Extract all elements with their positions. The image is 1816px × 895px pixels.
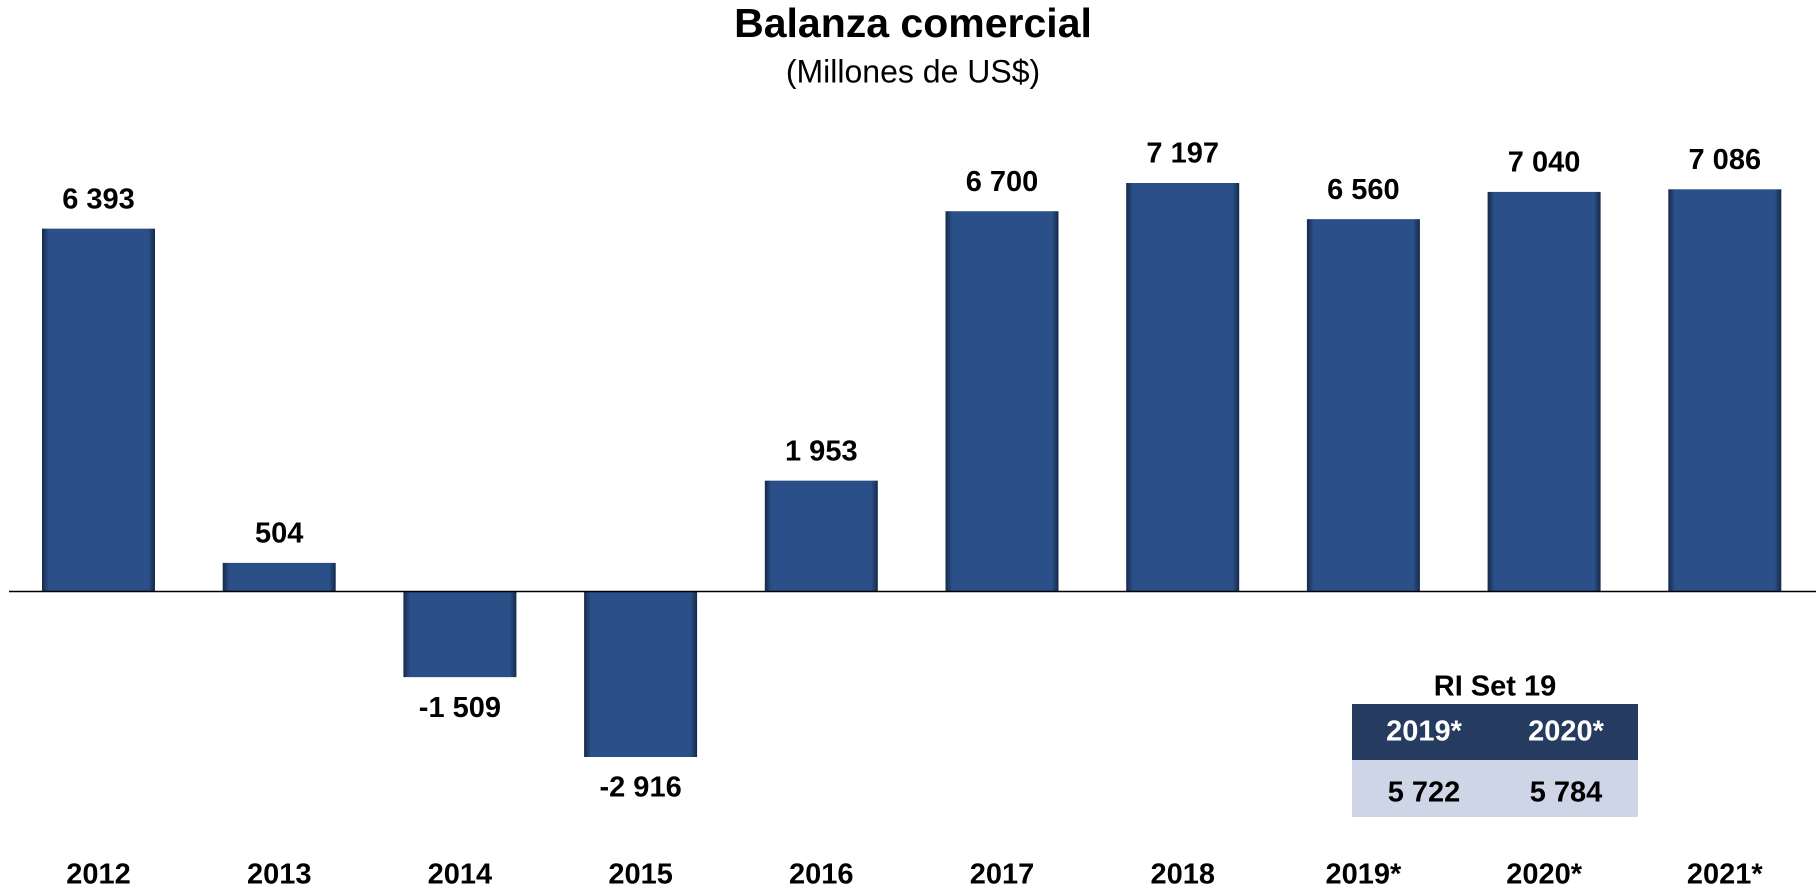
x-tick-label: 2018	[1150, 859, 1215, 891]
chart-title: Balanza comercial	[734, 0, 1092, 46]
value-label: 6 700	[966, 166, 1039, 198]
table-column: 2020*	[1528, 716, 1605, 748]
value-label: 6 560	[1327, 174, 1400, 206]
bar	[1668, 189, 1782, 592]
bar	[1487, 191, 1601, 592]
value-label: 7 197	[1146, 138, 1219, 170]
x-tick-label: 2014	[428, 859, 493, 891]
bar	[403, 591, 517, 678]
x-tick-label: 2013	[247, 859, 312, 891]
x-tick-label: 2021*	[1687, 859, 1764, 891]
table-title: RI Set 19	[1434, 671, 1557, 703]
value-label: 7 086	[1689, 144, 1762, 176]
value-label: 1 953	[785, 435, 858, 467]
x-tick-label: 2019*	[1325, 859, 1402, 891]
table-column: 2019*	[1386, 716, 1463, 748]
value-label: -2 916	[599, 772, 681, 804]
x-tick-label: 2012	[66, 859, 131, 891]
value-label: 504	[255, 518, 303, 550]
inset-table: RI Set 19 2019* 2020* 5 722 5 784	[1352, 671, 1638, 817]
bar	[222, 562, 336, 592]
bar	[42, 228, 155, 592]
bar	[945, 211, 1059, 592]
table-cell: 5 722	[1388, 777, 1461, 809]
x-tick-label: 2016	[789, 859, 854, 891]
chart-subtitle: (Millones de US$)	[786, 53, 1040, 89]
bar	[584, 591, 698, 757]
table-row	[1352, 760, 1638, 817]
x-tick-label: 2020*	[1506, 859, 1583, 891]
x-tick-label: 2017	[970, 859, 1035, 891]
bar	[1126, 183, 1240, 592]
bar	[764, 480, 878, 592]
value-label: 6 393	[62, 183, 135, 215]
table-header	[1352, 704, 1638, 760]
bar	[1306, 219, 1420, 592]
value-label: 7 040	[1508, 147, 1581, 179]
x-tick-label: 2015	[608, 859, 673, 891]
table-cell: 5 784	[1530, 777, 1603, 809]
value-label: -1 509	[419, 692, 501, 724]
